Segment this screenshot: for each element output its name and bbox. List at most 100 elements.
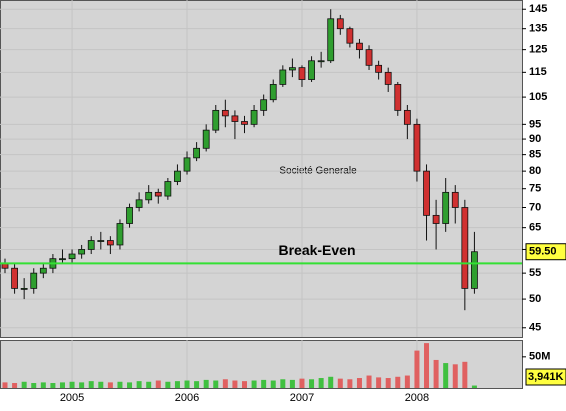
candle-body [461, 207, 469, 289]
volume-bar [146, 381, 152, 388]
volume-bar [424, 343, 430, 388]
volume-bar [280, 379, 286, 388]
volume-bar [69, 381, 75, 388]
candle-body [183, 157, 191, 172]
x-tick-label: 2008 [405, 392, 429, 404]
y-tick-label: 145 [529, 3, 547, 15]
volume-tag [525, 368, 566, 386]
volume-bar [88, 381, 94, 388]
y-tick-label: 125 [529, 44, 547, 56]
y-tick-label: 85 [529, 149, 541, 161]
y-tick-label: 80 [529, 165, 541, 177]
volume-bar [117, 381, 123, 388]
volume-bar [376, 377, 382, 388]
candle-body [279, 69, 287, 85]
volume-bar [2, 382, 8, 388]
volume-bar [12, 383, 18, 388]
y-tick-label: 75 [529, 183, 541, 195]
candle-body [126, 207, 133, 224]
volume-bar [261, 379, 267, 388]
volume-bar [270, 380, 276, 388]
candle-body [403, 109, 411, 125]
volume-bar [165, 381, 171, 388]
candle-body [59, 258, 66, 261]
candle-body [308, 60, 315, 80]
candle-body [39, 267, 47, 274]
candle-body [145, 191, 153, 201]
y-tick-label: 65 [529, 222, 541, 234]
volume-bar [174, 381, 180, 388]
candle-body [298, 67, 306, 80]
candle-body [375, 64, 383, 73]
volume-bar [50, 383, 56, 388]
volume-bar [21, 381, 27, 388]
y-tick-label: 45 [529, 322, 541, 334]
candle-body [154, 191, 162, 197]
candle-body [78, 249, 86, 255]
candle-body [432, 214, 440, 224]
volume-tag-label: 3,941K [528, 371, 564, 383]
x-tick-label: 2006 [175, 392, 199, 404]
candle-body [116, 223, 124, 246]
candle-body [11, 267, 18, 289]
candle-body [356, 42, 363, 51]
candle-body [384, 71, 392, 85]
y-tick-label: 135 [529, 23, 547, 35]
candle-body [20, 288, 28, 290]
y-tick-label: 50 [529, 293, 541, 305]
volume-bar [31, 383, 37, 388]
candle-body [451, 191, 459, 208]
volume-bar [289, 379, 295, 388]
y-tick-label: 50M [529, 351, 550, 363]
volume-bar [155, 380, 161, 388]
candle-body [269, 84, 277, 101]
y-tick-label: 115 [529, 66, 547, 78]
volume-bar [40, 382, 46, 388]
reference-label: Break-Even [278, 242, 355, 258]
candle-body [231, 115, 239, 122]
candle-body [260, 99, 268, 111]
volume-bar [452, 364, 458, 388]
x-tick-label: 2005 [60, 392, 84, 404]
candle-body [346, 28, 354, 44]
volume-bar [318, 378, 324, 388]
candle-body [288, 67, 296, 71]
volume-bar [136, 381, 142, 388]
volume-bar [203, 379, 209, 388]
volume-bar [59, 382, 65, 388]
x-tick-label: 2007 [290, 392, 314, 404]
volume-bar [213, 380, 219, 388]
volume-bar [347, 379, 353, 388]
candle-body [413, 123, 421, 172]
price-panel [0, 0, 523, 338]
candle-body [327, 18, 335, 62]
candle-body [423, 170, 430, 216]
candle-body [68, 253, 76, 260]
price-tag-label: 59.50 [529, 246, 557, 258]
candle-body [442, 191, 450, 224]
volume-bar [337, 378, 343, 388]
volume-bar [356, 378, 362, 388]
y-tick-label: 90 [529, 133, 541, 145]
y-tick-label: 95 [529, 118, 541, 130]
volume-bar [98, 381, 104, 388]
candle-body [106, 240, 114, 246]
candle-body [135, 199, 143, 208]
volume-bar [79, 382, 85, 388]
price-tag [525, 243, 566, 261]
volume-bar [395, 376, 401, 388]
candle-body [241, 121, 248, 125]
volume-bar [414, 350, 420, 388]
volume-bar [471, 385, 477, 388]
y-tick-label: 55 [529, 267, 541, 279]
volume-bar [232, 380, 238, 388]
candle-body [317, 60, 325, 63]
candle-body [221, 109, 229, 117]
volume-bar [222, 379, 228, 388]
candle-body [174, 170, 181, 182]
y-tick-label: 105 [529, 91, 547, 103]
volume-bar [328, 376, 334, 388]
candle-body [336, 18, 344, 30]
volume-bar [309, 379, 315, 388]
volume-bar [366, 375, 372, 388]
